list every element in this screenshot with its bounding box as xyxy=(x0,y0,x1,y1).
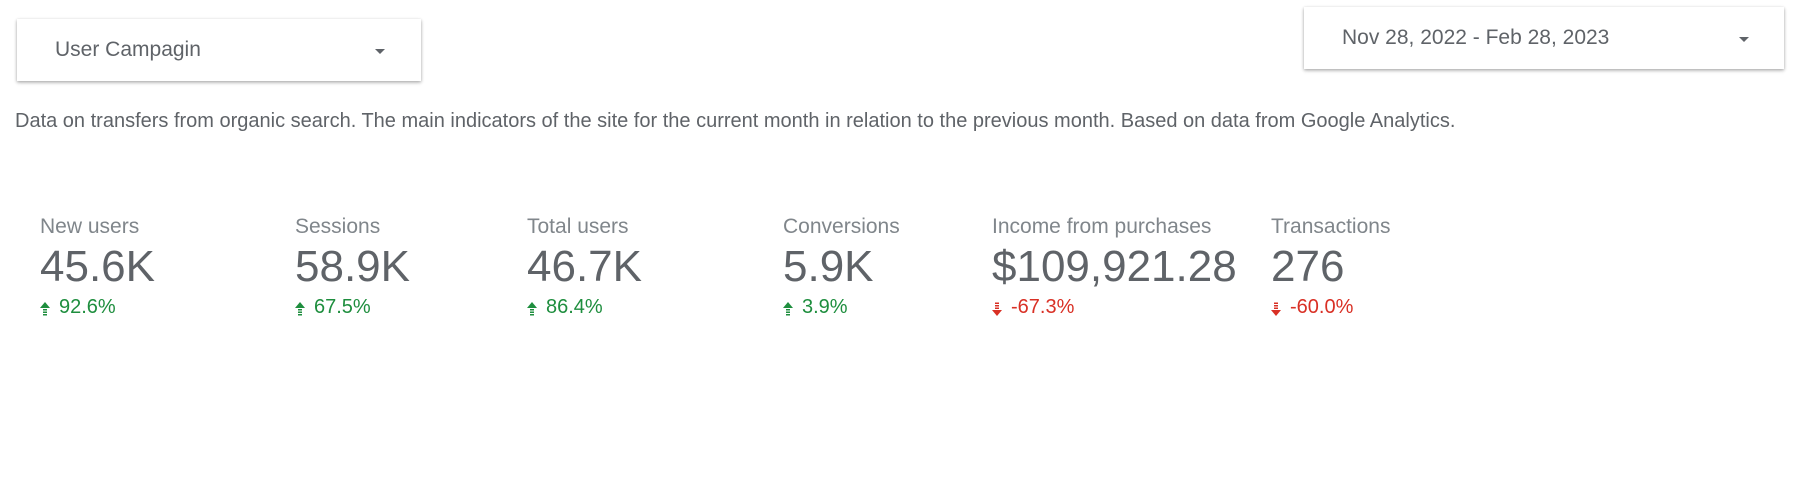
metric-change-value: 86.4% xyxy=(546,296,603,318)
caret-down-icon xyxy=(1739,37,1749,42)
metric-new-users: New users 45.6K 92.6% xyxy=(40,212,155,320)
metric-value: 45.6K xyxy=(40,242,155,291)
metric-sessions: Sessions 58.9K 67.5% xyxy=(295,212,410,320)
metric-total-users: Total users 46.7K 86.4% xyxy=(527,212,642,320)
caret-down-icon xyxy=(375,49,385,54)
metric-change-value: -67.3% xyxy=(1011,296,1075,318)
metric-label: Income from purchases xyxy=(992,215,1212,238)
metric-change-value: -60.0% xyxy=(1290,296,1354,318)
campaign-dropdown-label: User Campagin xyxy=(55,38,201,61)
metric-change: 92.6% xyxy=(40,294,155,320)
metric-value: 46.7K xyxy=(527,242,642,291)
arrow-up-icon xyxy=(295,302,305,316)
date-range-dropdown[interactable]: Nov 28, 2022 - Feb 28, 2023 xyxy=(1304,7,1784,69)
metric-label: Conversions xyxy=(783,215,900,238)
arrow-down-icon xyxy=(992,302,1002,316)
metric-change: -60.0% xyxy=(1271,294,1390,320)
metric-change: 3.9% xyxy=(783,294,900,320)
metric-label: Transactions xyxy=(1271,215,1391,238)
metric-conversions: Conversions 5.9K 3.9% xyxy=(783,212,900,320)
metric-income-from-purchases: Income from purchases $109,921.28 -67.3% xyxy=(992,212,1237,320)
metric-value: 276 xyxy=(1271,242,1345,291)
metric-change-value: 92.6% xyxy=(59,296,116,318)
metric-change: 67.5% xyxy=(295,294,410,320)
metric-label: Total users xyxy=(527,215,629,238)
metric-value: $109,921.28 xyxy=(992,242,1237,291)
metric-change: -67.3% xyxy=(992,294,1237,320)
metric-change-value: 67.5% xyxy=(314,296,371,318)
arrow-down-icon xyxy=(1271,302,1281,316)
metric-label: New users xyxy=(40,215,140,238)
metric-change: 86.4% xyxy=(527,294,642,320)
metric-value: 5.9K xyxy=(783,242,874,291)
metric-change-value: 3.9% xyxy=(802,296,848,318)
metric-value: 58.9K xyxy=(295,242,410,291)
arrow-up-icon xyxy=(527,302,537,316)
date-range-label: Nov 28, 2022 - Feb 28, 2023 xyxy=(1342,26,1610,49)
arrow-up-icon xyxy=(783,302,793,316)
description-text: Data on transfers from organic search. T… xyxy=(15,110,1456,132)
campaign-dropdown[interactable]: User Campagin xyxy=(17,19,421,81)
metric-label: Sessions xyxy=(295,215,381,238)
metric-transactions: Transactions 276 -60.0% xyxy=(1271,212,1390,320)
arrow-up-icon xyxy=(40,302,50,316)
